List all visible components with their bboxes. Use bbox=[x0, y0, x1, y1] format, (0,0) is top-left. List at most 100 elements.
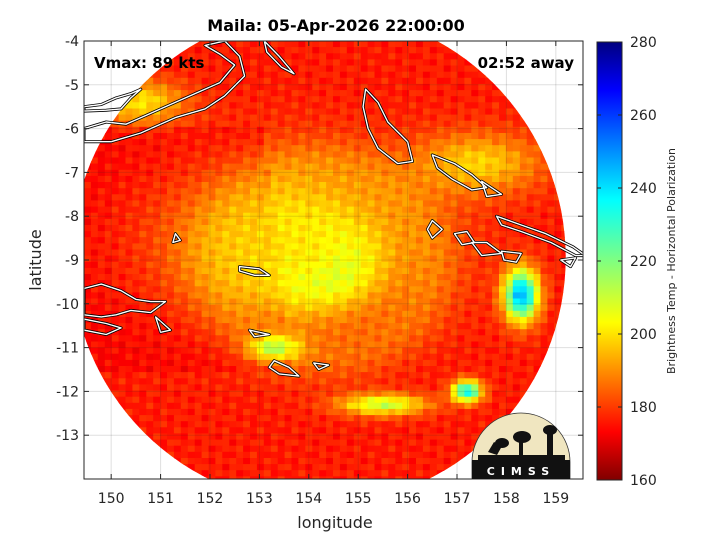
heatmap-cell bbox=[505, 323, 514, 330]
heatmap-cell bbox=[367, 243, 376, 251]
heatmap-cell bbox=[381, 108, 389, 116]
heatmap-cell bbox=[298, 298, 306, 306]
heatmap-cell bbox=[339, 225, 348, 232]
heatmap-cell bbox=[312, 384, 320, 392]
heatmap-cell bbox=[250, 261, 258, 269]
heatmap-cell bbox=[132, 390, 140, 398]
heatmap-cell bbox=[125, 390, 133, 398]
heatmap-cell bbox=[464, 102, 472, 109]
heatmap-cell bbox=[118, 304, 127, 312]
heatmap-cell bbox=[547, 231, 555, 238]
heatmap-cell bbox=[222, 396, 230, 404]
heatmap-cell bbox=[139, 200, 147, 208]
heatmap-cell bbox=[222, 163, 230, 171]
heatmap-cell bbox=[277, 261, 286, 269]
heatmap-cell bbox=[153, 280, 161, 287]
heatmap-cell bbox=[229, 390, 237, 398]
heatmap-cell bbox=[173, 218, 182, 226]
heatmap-cell bbox=[333, 249, 341, 257]
heatmap-cell bbox=[263, 139, 272, 146]
heatmap-cell bbox=[395, 90, 403, 97]
heatmap-cell bbox=[263, 102, 272, 109]
heatmap-cell bbox=[201, 323, 210, 330]
heatmap-cell bbox=[409, 323, 417, 330]
heatmap-cell bbox=[561, 286, 566, 293]
heatmap-cell bbox=[478, 200, 486, 208]
heatmap-cell bbox=[118, 206, 127, 214]
heatmap-cell bbox=[326, 53, 334, 60]
heatmap-cell bbox=[471, 96, 479, 103]
heatmap-cell bbox=[457, 421, 465, 428]
heatmap-cell bbox=[270, 341, 279, 349]
heatmap-cell bbox=[388, 249, 396, 257]
heatmap-cell bbox=[457, 65, 465, 73]
heatmap-cell bbox=[208, 415, 216, 422]
heatmap-cell bbox=[222, 237, 230, 244]
heatmap-cell bbox=[194, 341, 203, 349]
heatmap-cell bbox=[333, 341, 341, 349]
heatmap-cell bbox=[519, 169, 528, 177]
heatmap-cell bbox=[367, 108, 376, 116]
heatmap-cell bbox=[97, 218, 106, 226]
heatmap-cell bbox=[284, 316, 293, 324]
heatmap-cell bbox=[485, 329, 493, 336]
heatmap-cell bbox=[333, 114, 341, 122]
heatmap-cell bbox=[395, 445, 403, 453]
heatmap-cell bbox=[250, 243, 258, 251]
heatmap-cell bbox=[353, 267, 362, 275]
heatmap-cell bbox=[90, 267, 99, 275]
heatmap-cell bbox=[84, 280, 92, 287]
heatmap-cell bbox=[443, 194, 452, 201]
heatmap-cell bbox=[499, 194, 507, 201]
heatmap-cell bbox=[353, 102, 362, 109]
heatmap-cell bbox=[243, 83, 251, 91]
heatmap-cell bbox=[512, 316, 521, 324]
heatmap-cell bbox=[277, 212, 286, 220]
heatmap-cell bbox=[353, 408, 362, 416]
heatmap-cell bbox=[353, 353, 362, 361]
heatmap-cell bbox=[471, 335, 479, 342]
heatmap-cell bbox=[505, 261, 514, 269]
heatmap-cell bbox=[256, 304, 265, 312]
heatmap-cell bbox=[505, 372, 514, 379]
heatmap-cell bbox=[312, 126, 320, 134]
heatmap-cell bbox=[422, 451, 431, 459]
heatmap-cell bbox=[180, 378, 189, 385]
heatmap-cell bbox=[436, 359, 445, 367]
heatmap-cell bbox=[540, 267, 548, 275]
heatmap-cell bbox=[519, 274, 528, 281]
heatmap-cell bbox=[326, 433, 334, 441]
heatmap-cell bbox=[284, 366, 293, 373]
heatmap-cell bbox=[409, 139, 417, 146]
heatmap-cell bbox=[478, 255, 486, 263]
heatmap-cell bbox=[505, 255, 514, 263]
heatmap-cell bbox=[505, 126, 514, 134]
heatmap-cell bbox=[416, 114, 424, 122]
heatmap-cell bbox=[429, 237, 438, 244]
heatmap-cell bbox=[173, 329, 182, 336]
heatmap-cell bbox=[194, 218, 203, 226]
heatmap-cell bbox=[229, 421, 237, 428]
heatmap-cell bbox=[291, 77, 299, 85]
heatmap-cell bbox=[229, 77, 237, 85]
heatmap-cell bbox=[395, 157, 403, 165]
heatmap-cell bbox=[305, 243, 313, 251]
heatmap-cell bbox=[208, 267, 216, 275]
heatmap-cell bbox=[526, 378, 535, 385]
heatmap-cell bbox=[104, 274, 113, 281]
heatmap-cell bbox=[208, 372, 216, 379]
heatmap-cell bbox=[339, 41, 348, 48]
heatmap-cell bbox=[519, 194, 528, 201]
heatmap-cell bbox=[346, 323, 355, 330]
heatmap-cell bbox=[215, 378, 223, 385]
heatmap-cell bbox=[422, 421, 431, 428]
heatmap-cell bbox=[346, 439, 355, 447]
heatmap-cell bbox=[111, 335, 120, 342]
heatmap-cell bbox=[132, 175, 140, 183]
heatmap-cell bbox=[402, 133, 410, 140]
heatmap-cell bbox=[478, 194, 486, 201]
heatmap-cell bbox=[229, 458, 237, 465]
heatmap-cell bbox=[250, 310, 258, 318]
heatmap-cell bbox=[388, 439, 396, 447]
heatmap-cell bbox=[305, 366, 313, 373]
